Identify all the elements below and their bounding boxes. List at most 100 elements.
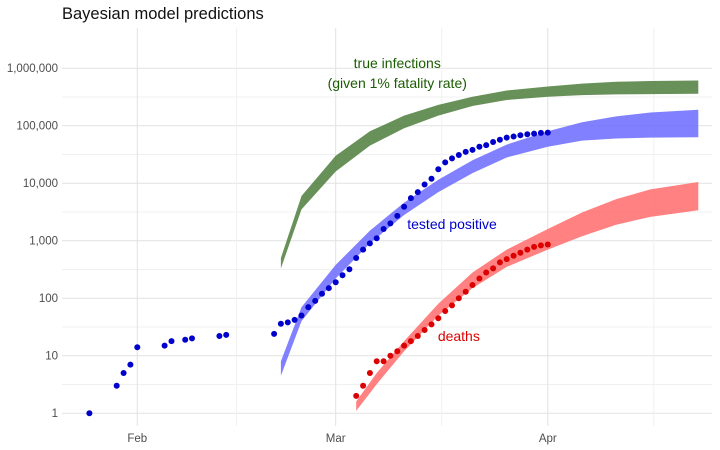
data-point [476,143,483,150]
data-point [86,410,93,417]
data-point [284,319,291,326]
data-point [113,382,120,389]
data-point [503,256,510,263]
data-point [291,316,298,323]
data-point [524,131,531,138]
data-point [380,358,387,365]
data-point [182,336,189,343]
x-axis: Feb Mar Apr [127,433,557,445]
data-point [366,370,373,376]
data-point [483,269,490,276]
y-tick-label: 1,000,000 [7,63,58,75]
data-point [414,189,421,196]
annotations: true infections (given 1% fatality rate) t… [328,55,497,344]
data-point [407,338,414,345]
data-point [490,139,497,145]
data-point [524,246,531,253]
data-point [366,240,373,247]
data-point [373,235,380,242]
data-point [298,312,305,319]
data-point [325,285,332,292]
prediction-band [280,109,699,376]
data-point [442,159,449,166]
data-point [373,358,380,365]
data-point [312,297,319,304]
data-point [161,342,168,349]
data-point [455,152,462,158]
data-point [421,181,428,188]
y-tick-label: 1 [52,408,58,420]
data-point [496,136,503,143]
y-axis: 1 10 100 1,000 10,000 100,000 1,000,000 [7,63,58,420]
data-point [503,134,510,141]
data-point [120,370,127,376]
data-point [394,348,401,355]
data-point [469,282,476,288]
data-point [189,335,195,342]
data-point [517,132,524,139]
chart-title: Bayesian model predictions [62,5,264,23]
y-tick-label: 100,000 [16,121,58,133]
prediction-band [280,80,699,269]
data-point [442,308,449,314]
data-point [414,333,421,339]
data-point [353,392,360,399]
x-tick-label: Feb [127,433,147,445]
data-point [134,344,141,351]
data-point [168,338,175,345]
data-point [469,146,476,153]
data-point [455,295,462,302]
data-point [496,259,503,266]
data-point [510,133,517,140]
data-point [223,331,230,338]
x-tick-label: Mar [326,433,346,445]
data-point [360,382,367,389]
data-point [216,333,223,339]
data-point [353,255,360,261]
data-point [428,321,435,328]
data-point [339,272,346,279]
data-point [271,330,278,337]
data-point [421,327,428,333]
data-point [435,315,442,322]
y-tick-label: 1,000 [29,236,58,248]
data-points [86,129,551,417]
annotation-label: tested positive [407,216,497,232]
data-point [346,266,353,273]
data-point [394,212,401,219]
data-point [476,275,483,282]
data-point [517,249,524,256]
data-point [380,226,387,232]
data-point [407,195,414,202]
data-point [127,361,134,368]
data-point [544,241,551,248]
data-point [360,246,367,253]
data-point [462,148,469,155]
y-tick-label: 10,000 [23,178,58,190]
data-point [277,320,284,327]
data-point [531,243,538,250]
data-point [449,302,455,309]
data-point [387,352,394,359]
data-point [490,265,497,272]
data-point [305,304,312,311]
data-point [319,290,325,297]
data-point [401,342,408,349]
annotation-label: true infections [354,55,441,71]
x-tick-label: Apr [539,433,557,445]
data-point [332,279,339,286]
data-point [435,166,442,173]
data-point [401,203,408,210]
prediction-band [356,182,699,411]
data-point [483,142,490,149]
data-point [544,129,551,136]
data-point [387,220,394,227]
data-point [449,155,455,162]
data-point [462,288,469,295]
annotation-label: deaths [438,328,480,344]
y-tick-label: 100 [39,293,58,305]
y-tick-label: 10 [45,351,58,363]
data-point [537,129,544,136]
